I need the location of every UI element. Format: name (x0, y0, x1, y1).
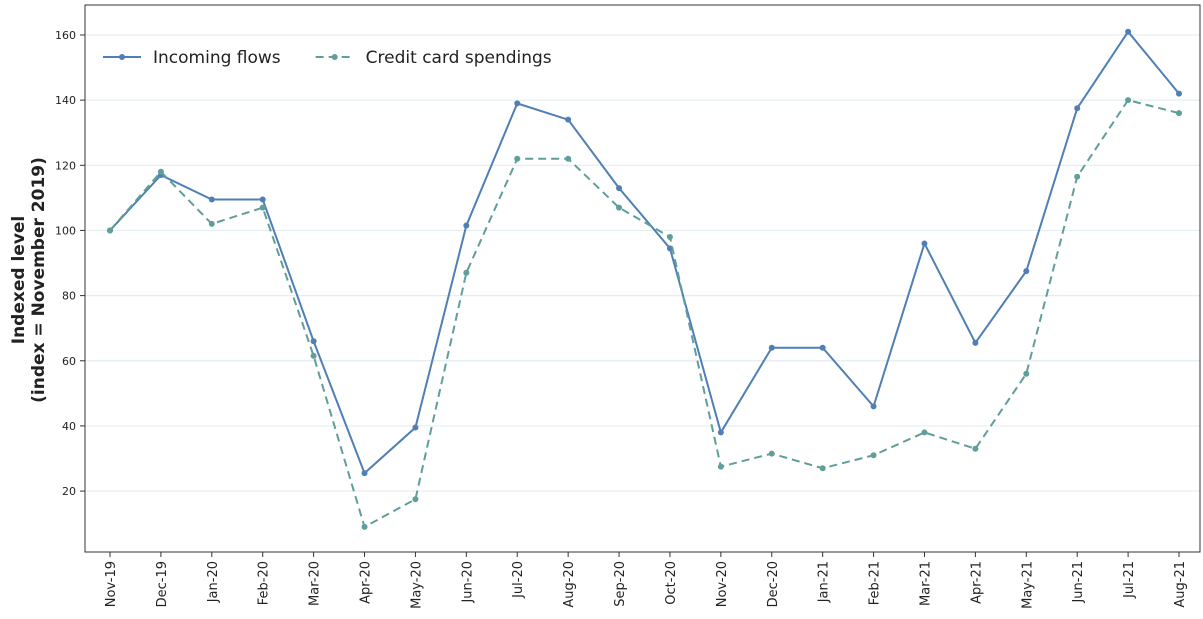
y-tick-label: 40 (62, 420, 76, 433)
plot-frame (84, 4, 1201, 553)
data-point (870, 452, 877, 459)
x-tick-label: Apr-21 (969, 561, 984, 604)
x-tick-label: Mar-21 (918, 561, 933, 606)
data-point (310, 338, 317, 345)
x-tick-label: Dec-20 (766, 561, 781, 607)
data-point (616, 204, 623, 211)
x-tick-label: Nov-20 (715, 561, 730, 607)
data-point (1176, 90, 1182, 97)
data-point (819, 344, 826, 351)
y-tick-label: 140 (55, 94, 76, 107)
x-tick-label: Jan-21 (817, 561, 832, 603)
data-point (514, 155, 521, 162)
data-point (768, 450, 775, 457)
data-point (870, 403, 877, 410)
x-tick-label: Oct-20 (664, 561, 679, 605)
x-tick-label: Jul-20 (511, 561, 526, 599)
data-point (1125, 28, 1132, 35)
data-point (107, 227, 113, 234)
data-point (259, 196, 266, 203)
x-tick-label: Feb-21 (868, 561, 883, 605)
data-point (819, 465, 826, 472)
data-point (463, 269, 470, 276)
y-tick-label: 120 (55, 159, 76, 172)
x-tick-label: Aug-21 (1173, 561, 1188, 608)
x-tick-label: Sep-20 (613, 561, 628, 607)
x-tick-label: Jan-20 (206, 561, 221, 603)
y-axis-label: (index = November 2019) (29, 157, 49, 403)
y-tick-label: 20 (62, 485, 76, 498)
data-point (412, 496, 419, 503)
x-tick-label: Jul-21 (1122, 561, 1137, 599)
data-point (361, 470, 368, 477)
x-tick-label: Nov-19 (104, 561, 119, 607)
data-point (565, 155, 572, 162)
data-point (208, 196, 215, 203)
data-point (1176, 110, 1182, 117)
x-tick-label: May-20 (409, 561, 424, 609)
data-point (361, 523, 368, 530)
x-tick-label: Mar-20 (308, 561, 323, 606)
data-point (208, 220, 215, 227)
data-point (1023, 370, 1030, 377)
data-point (1125, 97, 1132, 104)
data-point (666, 233, 673, 240)
y-tick-label: 60 (62, 355, 76, 368)
y-tick-label: 100 (55, 224, 76, 237)
legend-marker (119, 54, 125, 60)
data-point (157, 168, 164, 175)
data-point (972, 339, 979, 346)
x-tick-label: May-21 (1020, 561, 1035, 609)
data-point (1023, 268, 1030, 275)
data-point (717, 463, 724, 470)
data-point (1074, 173, 1081, 180)
data-point (565, 116, 572, 123)
legend-marker (331, 54, 338, 60)
data-point (463, 222, 470, 229)
x-tick-label: Jun-20 (460, 561, 475, 604)
data-point (259, 204, 266, 211)
x-tick-label: Dec-19 (155, 561, 170, 607)
x-tick-label: Feb-20 (257, 561, 272, 605)
data-point (717, 429, 724, 436)
data-point (310, 352, 317, 359)
series-line (109, 30, 1180, 475)
data-point (412, 424, 419, 431)
data-point (921, 429, 928, 436)
x-tick-label: Apr-20 (359, 561, 374, 604)
data-point (768, 344, 775, 351)
legend-label: Credit card spendings (366, 48, 552, 68)
data-point (514, 100, 521, 107)
x-tick-label: Aug-20 (562, 561, 577, 608)
data-point (972, 445, 979, 452)
series-line (109, 98, 1180, 529)
data-point (1074, 105, 1081, 112)
x-tick-label: Jun-21 (1071, 561, 1086, 604)
data-point (616, 185, 623, 192)
data-point (921, 240, 928, 247)
y-tick-label: 160 (55, 29, 76, 42)
y-axis-label: Indexed level (9, 216, 29, 345)
y-tick-label: 80 (62, 290, 76, 303)
legend-label: Incoming flows (153, 48, 281, 68)
